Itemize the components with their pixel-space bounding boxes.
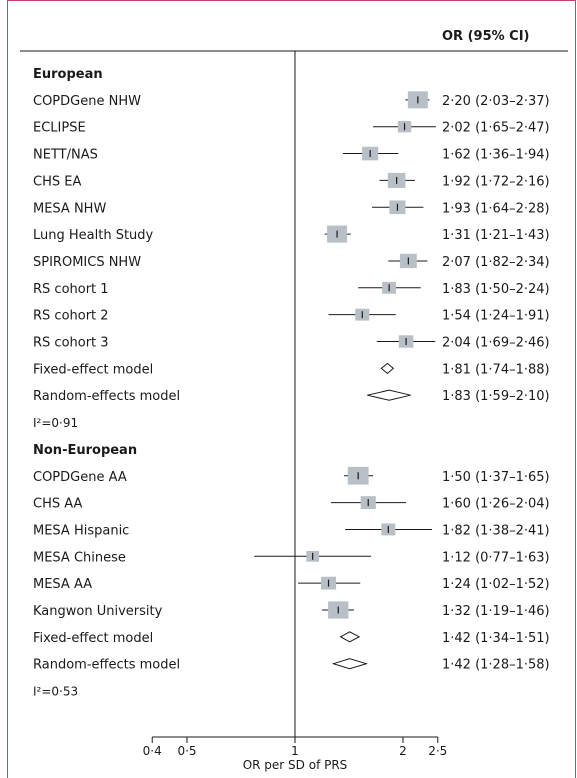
study-ci-value: 1·32 (1·19–1·46) — [442, 604, 550, 619]
study-ci-value: 1·62 (1·36–1·94) — [442, 148, 550, 163]
random-effects-label: Random-effects model — [33, 658, 180, 673]
study-ci-value: 1·31 (1·21–1·43) — [442, 228, 550, 243]
x-axis-label: OR per SD of PRS — [243, 758, 348, 772]
study-label: RS cohort 2 — [33, 309, 109, 324]
study-ci-value: 2·07 (1·82–2·34) — [442, 255, 550, 270]
study-label: RS cohort 3 — [33, 336, 109, 351]
study-label: COPDGene AA — [33, 470, 127, 485]
study-label: CHS AA — [33, 497, 82, 512]
fixed-effect-label: Fixed-effect model — [33, 362, 153, 377]
fixed-effect-ci-value: 1·42 (1·34–1·51) — [442, 631, 550, 646]
x-tick-label: 0·5 — [177, 744, 196, 758]
study-label: CHS EA — [33, 174, 81, 189]
study-label: SPIROMICS NHW — [33, 255, 141, 270]
study-ci-value: 2·04 (1·69–2·46) — [442, 336, 550, 351]
study-ci-value: 1·60 (1·26–2·04) — [442, 497, 550, 512]
heterogeneity-stat: I²=0·53 — [33, 685, 78, 699]
fixed-effect-label: Fixed-effect model — [33, 631, 153, 646]
x-tick-label: 2 — [399, 744, 407, 758]
study-ci-value: 1·50 (1·37–1·65) — [442, 470, 550, 485]
fixed-effect-diamond — [339, 631, 361, 643]
study-label: MESA NHW — [33, 201, 106, 216]
random-effects-diamond — [331, 658, 369, 670]
study-ci-value: 1·12 (0·77–1·63) — [442, 550, 550, 565]
study-ci-value: 2·20 (2·03–2·37) — [442, 94, 550, 109]
study-ci-value: 1·83 (1·50–2·24) — [442, 282, 550, 297]
study-label: Kangwon University — [33, 604, 163, 619]
study-ci-value: 1·82 (1·38–2·41) — [442, 523, 550, 538]
ci-column-header: OR (95% CI) — [442, 29, 530, 44]
random-effects-ci-value: 1·42 (1·28–1·58) — [442, 658, 550, 673]
heterogeneity-stat: I²=0·91 — [33, 416, 78, 430]
random-effects-label: Random-effects model — [33, 389, 180, 404]
study-label: MESA Hispanic — [33, 523, 129, 538]
study-label: MESA Chinese — [33, 550, 126, 565]
x-tick-label: 2·5 — [428, 744, 447, 758]
study-label: RS cohort 1 — [33, 282, 109, 297]
study-label: COPDGene NHW — [33, 94, 141, 109]
random-effects-ci-value: 1·83 (1·59–2·10) — [442, 389, 550, 404]
study-ci-value: 1·93 (1·64–2·28) — [442, 201, 550, 216]
study-ci-value: 1·54 (1·24–1·91) — [442, 309, 550, 324]
study-ci-value: 2·02 (1·65–2·47) — [442, 121, 550, 136]
figure-frame — [7, 0, 576, 778]
x-tick-label: 1 — [291, 744, 299, 758]
study-label: NETT/NAS — [33, 148, 98, 163]
group-heading: Non-European — [33, 443, 137, 458]
random-effects-diamond — [367, 389, 411, 401]
x-tick-label: 0·4 — [143, 744, 162, 758]
group-heading: European — [33, 67, 103, 82]
study-label: Lung Health Study — [33, 228, 154, 243]
study-ci-value: 1·24 (1·02–1·52) — [442, 577, 550, 592]
study-label: MESA AA — [33, 577, 92, 592]
fixed-effect-diamond — [380, 362, 395, 374]
study-ci-value: 1·92 (1·72–2·16) — [442, 174, 550, 189]
fixed-effect-ci-value: 1·81 (1·74–1·88) — [442, 362, 550, 377]
study-label: ECLIPSE — [33, 121, 86, 136]
